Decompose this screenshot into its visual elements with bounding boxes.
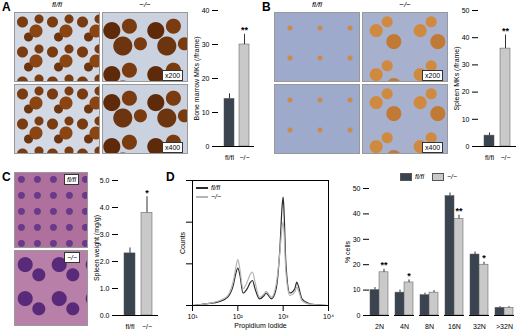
html-text:x400: x400	[425, 144, 441, 151]
svg-text:Spleen weight (mg/g): Spleen weight (mg/g)	[93, 215, 101, 281]
svg-text:3.0: 3.0	[100, 231, 110, 238]
svg-text:**: **	[380, 260, 388, 270]
html-text:x200: x200	[165, 72, 181, 79]
svg-text:20: 20	[353, 261, 361, 268]
svg-text:30: 30	[202, 41, 210, 48]
svg-text:10³: 10³	[278, 313, 289, 320]
html-text:A: A	[2, 0, 11, 14]
svg-text:**: **	[502, 26, 510, 36]
svg-text:**: **	[455, 206, 463, 216]
svg-text:% cells: % cells	[344, 240, 351, 263]
svg-text:0: 0	[357, 312, 361, 319]
svg-text:fl/fl: fl/fl	[126, 323, 135, 330]
svg-text:40: 40	[353, 210, 361, 217]
svg-text:50: 50	[353, 185, 361, 192]
svg-text:*: *	[482, 253, 486, 263]
svg-text:5.0: 5.0	[100, 177, 110, 184]
svg-text:10: 10	[202, 109, 210, 116]
svg-text:*: *	[407, 271, 411, 281]
svg-text:10¹: 10¹	[187, 313, 198, 320]
svg-text:−/−: −/−	[239, 154, 249, 161]
svg-text:>32N: >32N	[496, 323, 513, 330]
html-text:x200: x200	[425, 72, 441, 79]
html-text:fl/fl: fl/fl	[211, 184, 220, 191]
svg-text:10²: 10²	[233, 313, 244, 320]
svg-text:40: 40	[462, 34, 470, 41]
svg-text:Bone marrow MKs (/frame): Bone marrow MKs (/frame)	[193, 36, 201, 120]
html-text:fl/fl: fl/fl	[51, 0, 63, 9]
svg-text:32N: 32N	[473, 323, 486, 330]
svg-text:10⁴: 10⁴	[323, 313, 334, 320]
svg-text:30: 30	[353, 236, 361, 243]
svg-text:0: 0	[206, 143, 210, 150]
html-text:fl/fl: fl/fl	[67, 176, 76, 183]
svg-text:fl/fl: fl/fl	[225, 154, 234, 161]
svg-text:40: 40	[202, 7, 210, 14]
html-text:fl/fl: fl/fl	[415, 173, 424, 180]
svg-text:8N: 8N	[425, 323, 434, 330]
svg-text:**: **	[241, 25, 249, 35]
svg-text:20: 20	[462, 88, 470, 95]
html-text:D: D	[166, 170, 175, 184]
svg-text:2N: 2N	[375, 323, 384, 330]
svg-text:20: 20	[202, 75, 210, 82]
svg-text:10: 10	[353, 286, 361, 293]
svg-text:1.0: 1.0	[100, 285, 110, 292]
svg-text:10: 10	[462, 116, 470, 123]
svg-text:0.0: 0.0	[100, 312, 110, 319]
html-text:fl/fl: fl/fl	[311, 0, 323, 9]
svg-text:16N: 16N	[448, 323, 461, 330]
svg-text:4.0: 4.0	[100, 204, 110, 211]
svg-text:Counts: Counts	[179, 231, 186, 254]
svg-text:−/−: −/−	[500, 154, 510, 161]
svg-text:Propidium Iodide: Propidium Iodide	[234, 322, 287, 330]
html-text:x400: x400	[165, 144, 181, 151]
html-text:B: B	[262, 0, 271, 14]
svg-text:50: 50	[462, 7, 470, 14]
svg-text:*: *	[145, 188, 149, 198]
svg-text:4N: 4N	[400, 323, 409, 330]
svg-text:fl/fl: fl/fl	[485, 154, 494, 161]
svg-text:−/−: −/−	[142, 323, 152, 330]
svg-text:0: 0	[466, 143, 470, 150]
svg-text:30: 30	[462, 61, 470, 68]
svg-text:2.0: 2.0	[100, 258, 110, 265]
html-text:C: C	[2, 170, 11, 184]
svg-text:Spleen MKs (/frame): Spleen MKs (/frame)	[453, 46, 461, 110]
